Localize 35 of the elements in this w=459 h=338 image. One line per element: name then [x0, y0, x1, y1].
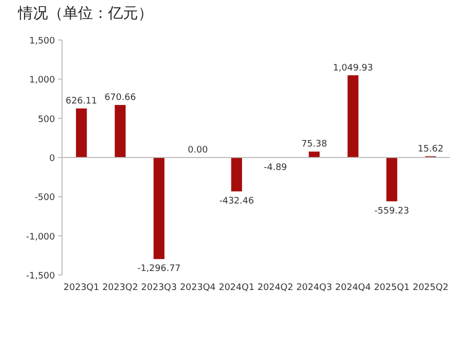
x-tick-label: 2025Q2 [412, 283, 448, 293]
data-label: -559.23 [374, 206, 410, 216]
bar [231, 158, 242, 192]
x-tick-label: 2024Q3 [296, 283, 332, 293]
bar [386, 158, 398, 202]
y-tick-label: 500 [38, 114, 56, 125]
data-label: 15.62 [418, 144, 444, 154]
x-tick-label: 2025Q1 [374, 283, 410, 293]
data-label: -1,296.77 [137, 264, 181, 274]
y-tick-label: 1,000 [29, 76, 56, 86]
bar [76, 108, 87, 158]
data-label: 0.00 [188, 146, 208, 156]
bar [114, 104, 126, 158]
y-tick-label: 0 [49, 154, 56, 164]
x-tick-label: 2023Q2 [102, 283, 138, 293]
data-label: -4.89 [264, 162, 288, 173]
data-label: 1,049.93 [332, 63, 374, 74]
bar [308, 152, 320, 158]
data-label: -432.46 [219, 196, 254, 206]
y-tick-label: -1,500 [26, 272, 56, 282]
bar [154, 158, 164, 260]
x-tick-label: 2024Q4 [335, 283, 372, 293]
data-label: 75.38 [301, 140, 328, 150]
y-tick-label: -500 [34, 193, 56, 204]
bar [348, 75, 358, 158]
y-tick-label: 1,500 [29, 36, 56, 46]
x-tick-label: 2024Q1 [218, 283, 254, 293]
x-tick-label: 2024Q2 [258, 283, 294, 293]
data-label: 626.11 [66, 96, 98, 106]
x-tick-label: 2023Q3 [141, 283, 177, 293]
data-label: 670.66 [104, 92, 136, 103]
x-tick-label: 2023Q1 [64, 283, 100, 293]
y-tick-label: -1,000 [26, 232, 56, 242]
chart-title: 情况（单位：亿元） [17, 4, 153, 22]
x-tick-label: 2023Q4 [180, 283, 216, 293]
